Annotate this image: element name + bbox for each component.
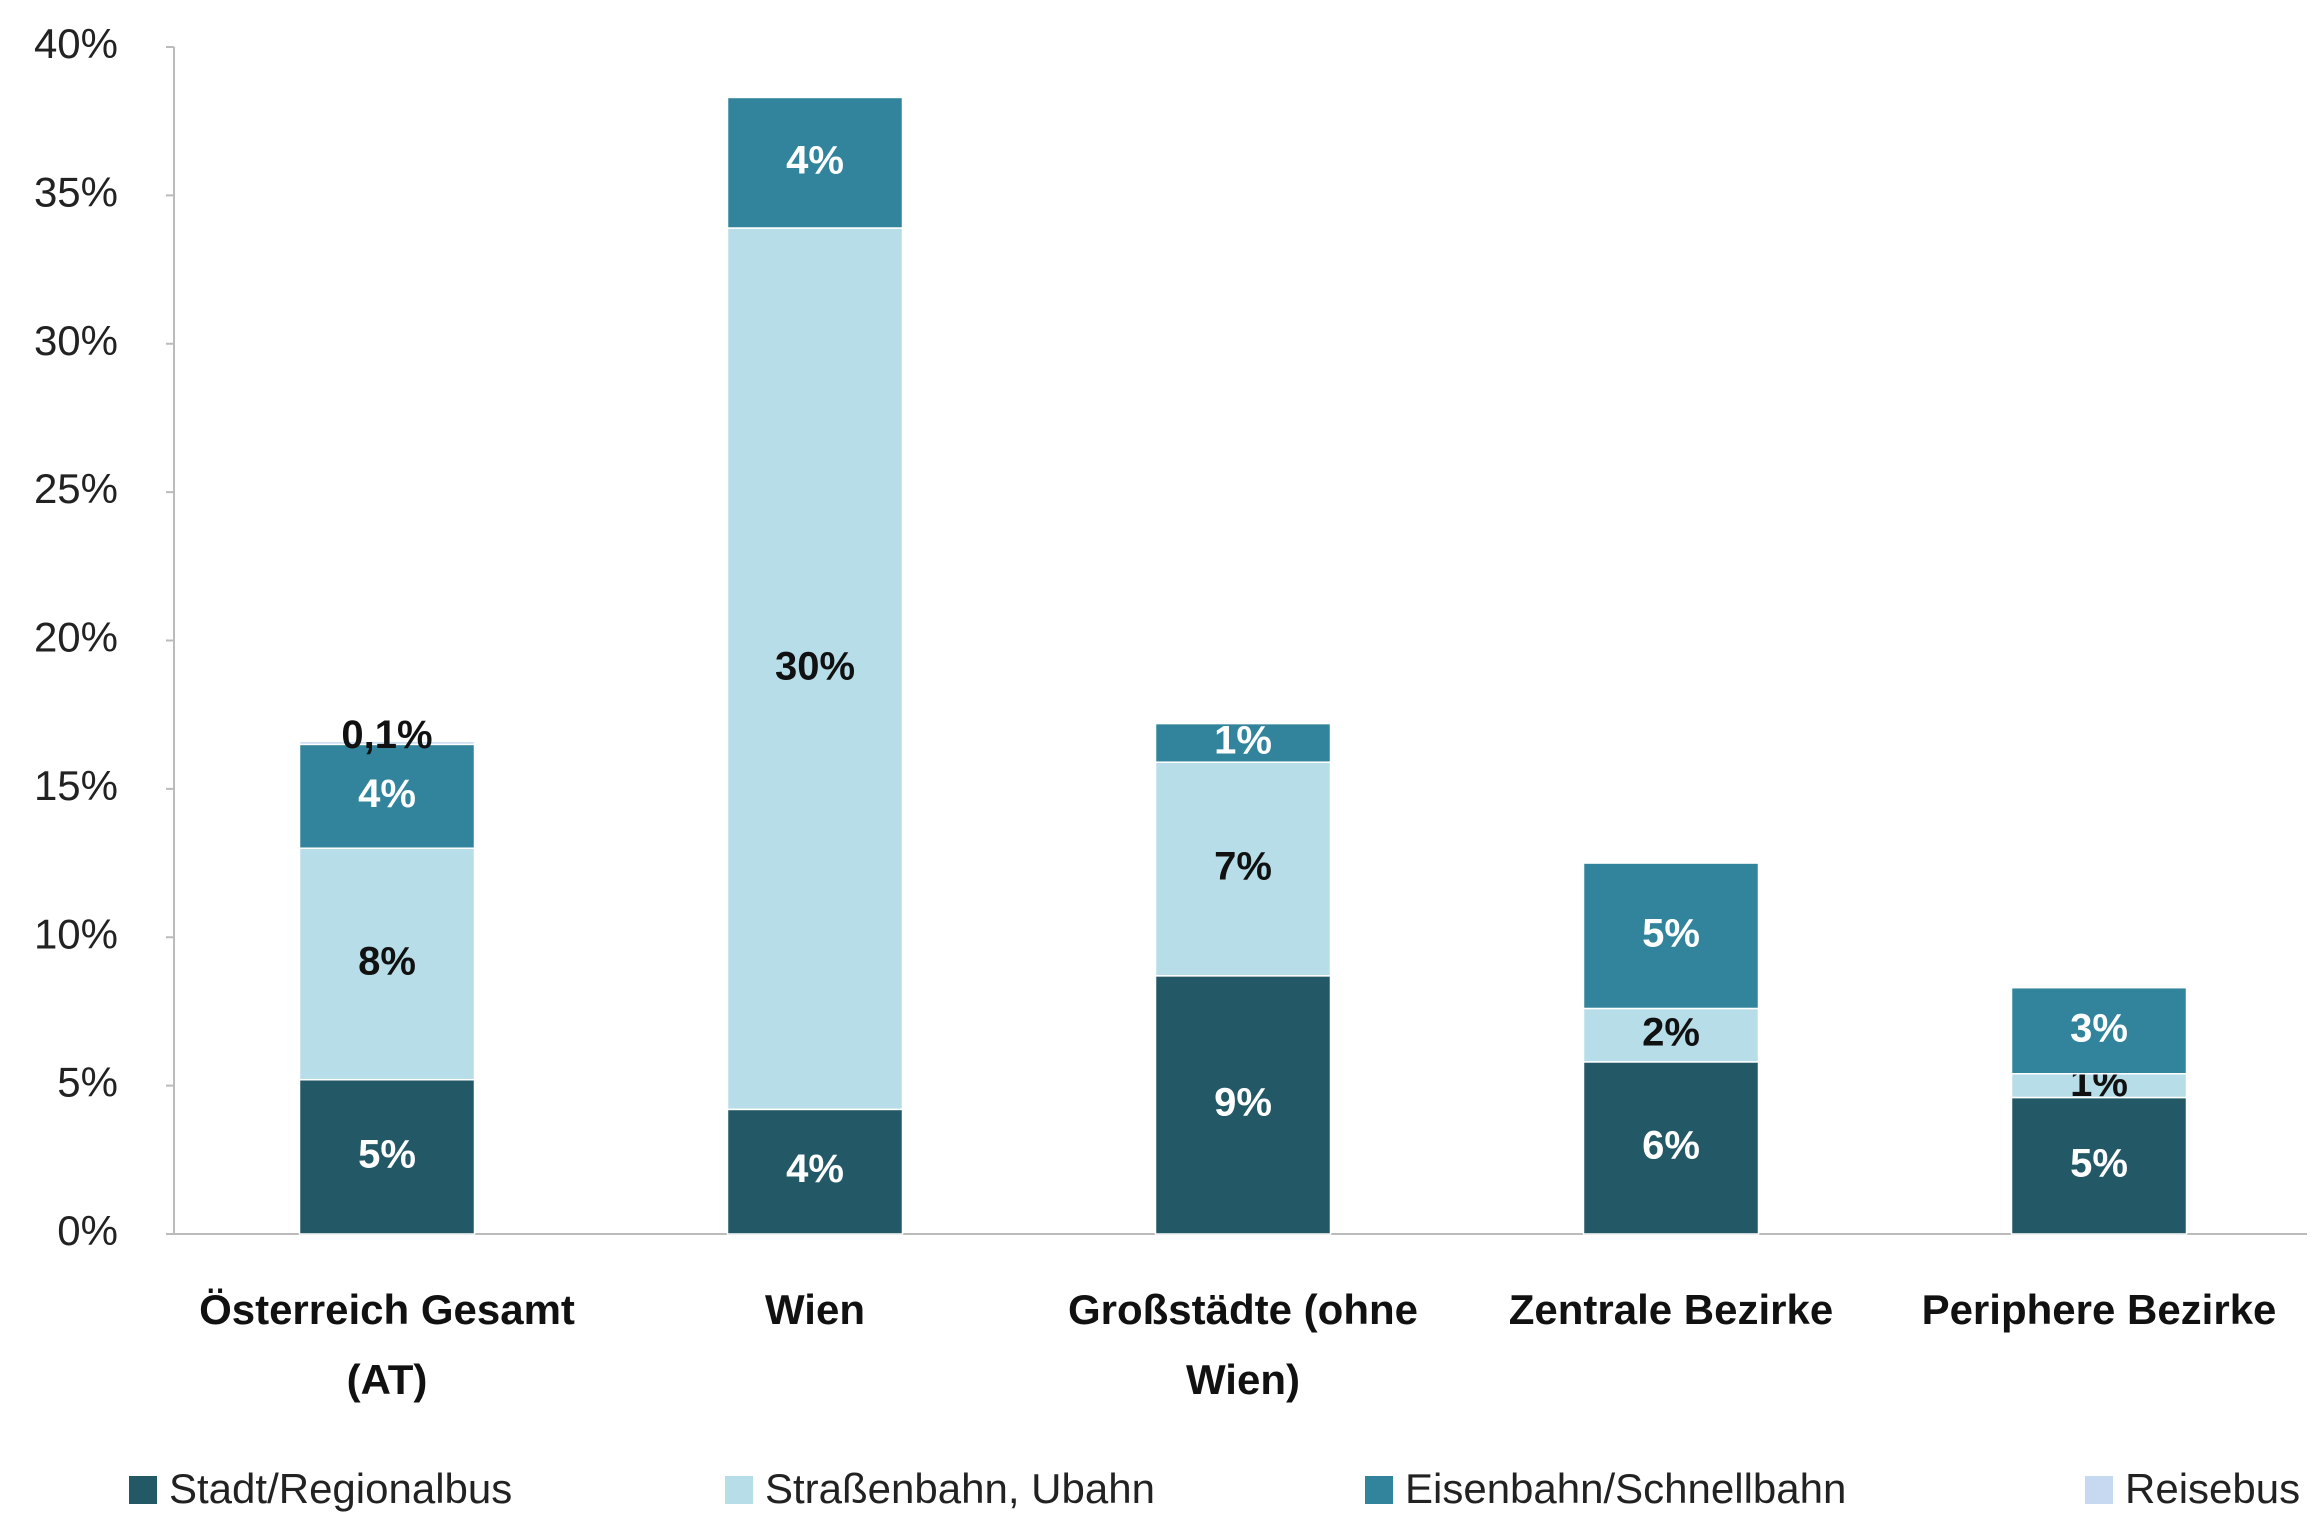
legend-swatch	[129, 1476, 157, 1504]
bar-segment	[726, 227, 904, 1111]
x-tick-label: Großstädte (ohne Wien)	[1067, 1286, 1418, 1403]
x-tick-label: Zentrale Bezirke	[1508, 1286, 1834, 1333]
legend-swatch	[2085, 1476, 2113, 1504]
bar-segment	[726, 1108, 904, 1235]
bar-segment	[298, 1078, 476, 1235]
legend-label: Stadt/Regionalbus	[169, 1465, 512, 1512]
y-tick-label: 0%	[57, 1207, 118, 1254]
data-label: 4%	[786, 138, 844, 182]
legend-label: Eisenbahn/Schnellbahn	[1405, 1465, 1846, 1512]
y-tick-label: 10%	[34, 910, 118, 957]
bar-segment	[1582, 1061, 1760, 1235]
data-label: 1%	[1214, 718, 1272, 762]
bar-segment	[2010, 986, 2188, 1075]
data-label: 7%	[1214, 845, 1272, 889]
data-label: 8%	[358, 940, 416, 984]
y-tick-label: 15%	[34, 762, 118, 809]
x-tick-label: Österreich Gesamt (AT)	[199, 1286, 575, 1403]
y-tick-label: 20%	[34, 614, 118, 661]
data-label: 9%	[1214, 1080, 1272, 1124]
x-tick-label: Wien	[765, 1286, 865, 1333]
legend-label: Reisebus	[2125, 1465, 2300, 1512]
y-tick-label: 25%	[34, 465, 118, 512]
bar-segment	[1154, 975, 1332, 1235]
bar-segment	[2010, 1096, 2188, 1235]
bar-segment	[1582, 862, 1760, 1010]
data-label: 3%	[2070, 1006, 2128, 1050]
data-label: 4%	[786, 1147, 844, 1191]
bar-segment	[726, 96, 904, 229]
legend-swatch	[725, 1476, 753, 1504]
legend-label: Straßenbahn, Ubahn	[765, 1465, 1155, 1512]
x-tick-label: Periphere Bezirke	[1921, 1286, 2277, 1333]
y-tick-label: 30%	[34, 317, 118, 364]
bar-segment	[1154, 761, 1332, 977]
bar-segment	[1582, 1007, 1760, 1063]
y-tick-label: 40%	[34, 20, 118, 67]
bar-segment	[1154, 722, 1332, 763]
data-label: 6%	[1642, 1124, 1700, 1168]
data-label: 5%	[358, 1132, 416, 1176]
data-label: 2%	[1642, 1011, 1700, 1055]
data-label: 0,1%	[341, 713, 432, 757]
bar-segment	[298, 740, 476, 746]
legend-swatch	[1365, 1476, 1393, 1504]
bar-segment	[298, 847, 476, 1081]
data-label: 5%	[1642, 911, 1700, 955]
y-tick-label: 5%	[57, 1059, 118, 1106]
data-label: 4%	[358, 772, 416, 816]
data-label: 30%	[775, 644, 855, 688]
y-tick-label: 35%	[34, 168, 118, 215]
data-label: 5%	[2070, 1141, 2128, 1185]
bar-segment	[298, 743, 476, 849]
